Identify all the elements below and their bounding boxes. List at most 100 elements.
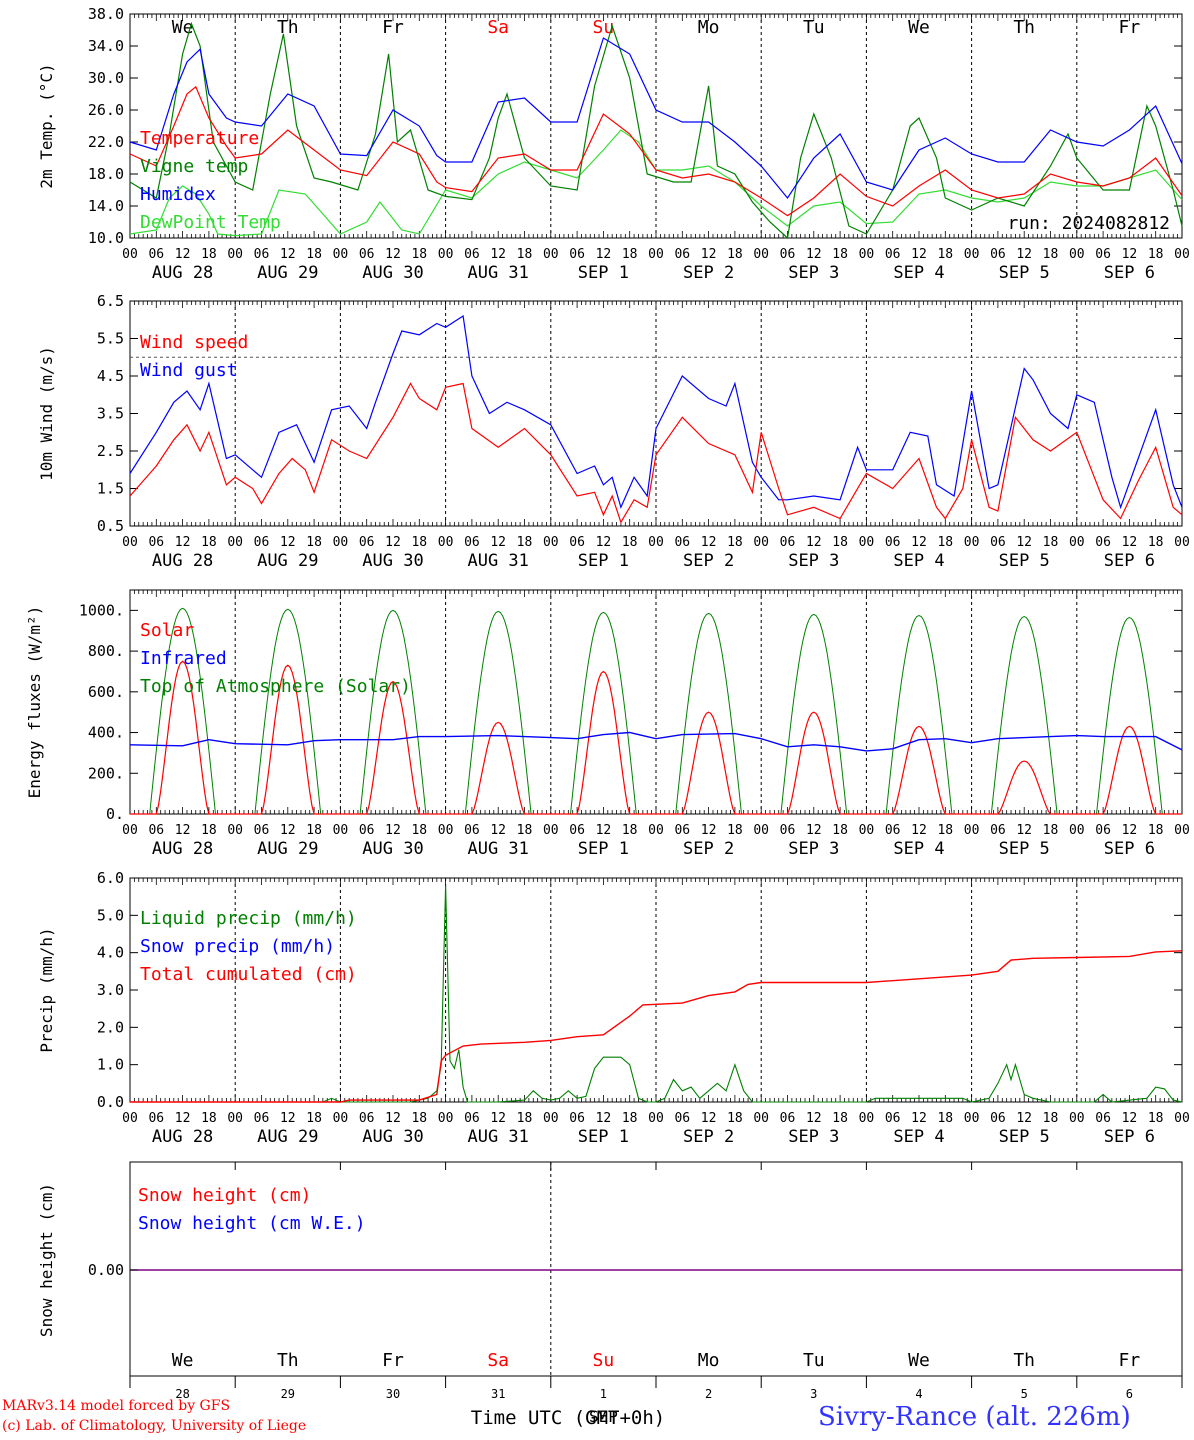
y-tick-label: 400. <box>88 724 124 742</box>
hour-tick-label: 06 <box>780 1111 796 1126</box>
date-label: SEP 5 <box>999 1127 1050 1147</box>
panel-2-y-axis: 0.5 1.5 2.5 3.5 4.5 5.5 6.5 10m Wind (m/s) <box>37 292 1182 535</box>
hour-tick-label: 12 <box>1122 535 1138 550</box>
y-tick-label: 1.0 <box>97 1056 124 1074</box>
day-of-week-label: We <box>908 17 930 38</box>
y-axis-label: Precip (mm/h) <box>37 927 56 1052</box>
hour-tick-label: 12 <box>1016 1111 1032 1126</box>
day-of-week-label: Tu <box>803 1350 825 1371</box>
date-label: AUG 29 <box>257 1127 318 1147</box>
day-of-week-label: Th <box>277 17 299 38</box>
hour-tick-label: 18 <box>937 535 953 550</box>
hour-tick-label: 18 <box>517 1111 533 1126</box>
date-label: SEP 1 <box>578 263 629 283</box>
hour-tick-label: 00 <box>648 823 664 838</box>
hour-tick-label: 12 <box>806 1111 822 1126</box>
hour-tick-label: 18 <box>727 535 743 550</box>
hour-tick-label: 12 <box>701 247 717 262</box>
day-number-label: 30 <box>386 1387 400 1401</box>
hour-tick-label: 00 <box>122 535 138 550</box>
hour-tick-label: 18 <box>832 823 848 838</box>
date-label: AUG 28 <box>152 551 213 571</box>
day-of-week-label: Fr <box>382 1350 404 1371</box>
hour-tick-label: 00 <box>753 1111 769 1126</box>
hour-tick-label: 00 <box>438 823 454 838</box>
hour-tick-label: 00 <box>543 1111 559 1126</box>
day-of-week-label: Sa <box>487 1350 509 1371</box>
hour-tick-label: 18 <box>201 247 217 262</box>
date-label: SEP 6 <box>1104 1127 1155 1147</box>
panel-2-frame: 00 06 12 18 00 06 12 18 00 06 12 18 00 06 12 18 00 06 12 18… <box>122 300 1190 571</box>
hour-tick-label: 06 <box>990 247 1006 262</box>
hour-tick-label: 18 <box>1043 535 1059 550</box>
y-tick-label: 0.5 <box>97 517 124 535</box>
hour-tick-label: 00 <box>333 247 349 262</box>
day-of-week-label: Su <box>593 1350 615 1371</box>
y-tick-label: 0.00 <box>88 1261 124 1279</box>
hour-tick-label: 06 <box>885 535 901 550</box>
y-tick-label: 1000. <box>79 601 124 619</box>
day-of-week-label: Su <box>593 17 615 38</box>
date-label: AUG 28 <box>152 263 213 283</box>
hour-tick-label: 12 <box>280 247 296 262</box>
date-label: SEP 1 <box>578 551 629 571</box>
hour-tick-label: 12 <box>806 535 822 550</box>
hour-tick-label: 18 <box>201 535 217 550</box>
hour-tick-label: 12 <box>1016 535 1032 550</box>
hour-tick-label: 06 <box>254 823 270 838</box>
date-label: AUG 31 <box>467 263 528 283</box>
day-number-label: 31 <box>491 1387 505 1401</box>
day-number-label: 28 <box>175 1387 189 1401</box>
hour-tick-label: 06 <box>359 1111 375 1126</box>
legend-wind-gust: Wind gust <box>140 360 238 381</box>
hour-tick-label: 00 <box>648 535 664 550</box>
legend-snow-height-cm-w-e-: Snow height (cm W.E.) <box>138 1213 366 1234</box>
date-label: SEP 3 <box>788 551 839 571</box>
legend-snow-height-cm-: Snow height (cm) <box>138 1185 311 1206</box>
hour-tick-label: 12 <box>911 535 927 550</box>
hour-tick-label: 18 <box>411 535 427 550</box>
hour-tick-label: 06 <box>780 535 796 550</box>
y-tick-label: 18.0 <box>88 165 124 183</box>
hour-tick-label: 18 <box>622 1111 638 1126</box>
date-label: AUG 31 <box>467 839 528 859</box>
day-of-week-label: Fr <box>1119 1350 1141 1371</box>
date-label: SEP 3 <box>788 839 839 859</box>
date-label: SEP 5 <box>999 551 1050 571</box>
y-tick-label: 4.5 <box>97 367 124 385</box>
hour-tick-label: 12 <box>280 535 296 550</box>
hour-tick-label: 18 <box>411 247 427 262</box>
hour-tick-label: 00 <box>227 247 243 262</box>
hour-tick-label: 18 <box>1043 1111 1059 1126</box>
hour-tick-label: 06 <box>885 1111 901 1126</box>
day-number-label: 29 <box>281 1387 295 1401</box>
day-of-week-label: Fr <box>382 17 404 38</box>
series-line-wind-gust <box>129 314 1183 510</box>
hour-tick-label: 00 <box>438 535 454 550</box>
date-label: AUG 29 <box>257 551 318 571</box>
hour-tick-label: 00 <box>122 247 138 262</box>
y-axis-label: Energy fluxes (W/m²) <box>25 606 44 799</box>
hour-tick-label: 00 <box>648 1111 664 1126</box>
y-tick-label: 14.0 <box>88 197 124 215</box>
hour-tick-label: 06 <box>674 823 690 838</box>
hour-tick-label: 18 <box>201 823 217 838</box>
hour-tick-label: 06 <box>148 247 164 262</box>
hour-tick-label: 00 <box>543 823 559 838</box>
hour-tick-label: 06 <box>254 535 270 550</box>
y-tick-label: 38.0 <box>88 5 124 23</box>
day-of-week-label: Th <box>1013 1350 1035 1371</box>
day-number-label: 5 <box>1021 1387 1028 1401</box>
x-axis-label: Time UTC (GMT+0h) <box>471 1407 665 1429</box>
hour-tick-label: 18 <box>937 1111 953 1126</box>
hour-tick-label: 12 <box>280 823 296 838</box>
y-tick-label: 1.5 <box>97 480 124 498</box>
hour-tick-label: 06 <box>359 247 375 262</box>
hour-tick-label: 00 <box>859 247 875 262</box>
lab-credit: (c) Lab. of Climatology, University of L… <box>2 1418 307 1434</box>
date-label: AUG 31 <box>467 551 528 571</box>
hour-tick-label: 00 <box>1069 823 1085 838</box>
hour-tick-label: 00 <box>753 823 769 838</box>
legend-humidex: Humidex <box>140 184 216 205</box>
